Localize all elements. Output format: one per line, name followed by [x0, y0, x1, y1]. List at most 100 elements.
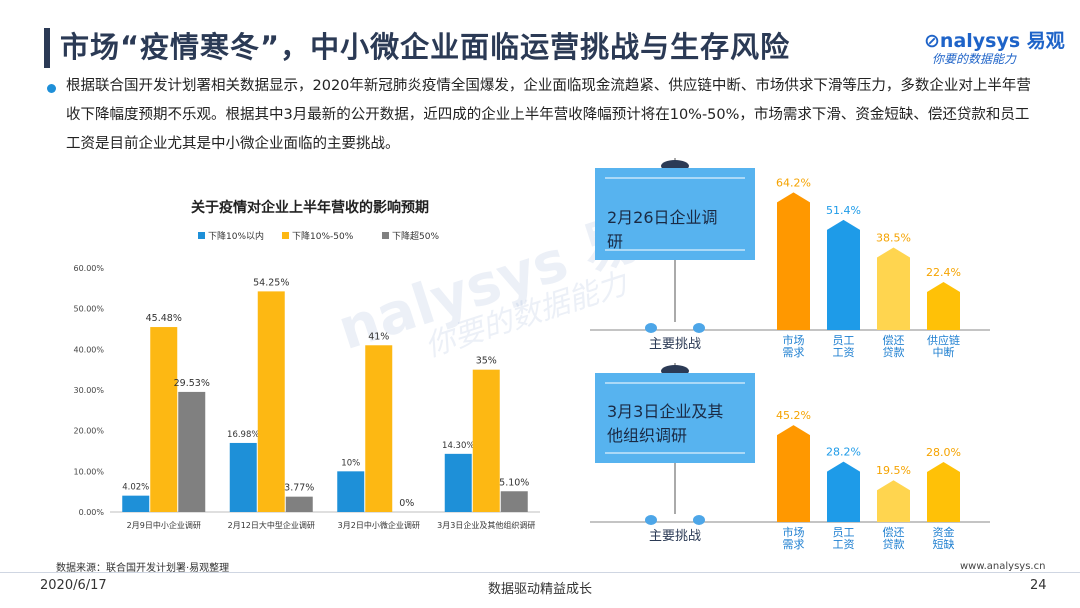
chart-title: 关于疫情对企业上半年营收的影响预期	[191, 199, 429, 216]
challenge-category-1-3: 短缺	[933, 537, 955, 551]
bullet-dot-icon	[47, 84, 56, 93]
challenges-panels: 2月26日企业调研 主要挑战 64.2% 市场 需求 51.4% 员工 工资 38.5% 偿还 贷款…	[560, 150, 1060, 560]
panel-title: 3月3日企业及其他组织调研	[607, 402, 723, 445]
data-label-2-1: 3.77%	[284, 483, 314, 494]
legend-label-1: 下降10%-50%	[292, 230, 354, 242]
challenge-category-0-2: 偿还	[883, 333, 905, 347]
data-label-1-1: 54.25%	[253, 277, 289, 288]
website-url: www.analysys.cn	[960, 561, 1046, 572]
y-tick-label: 50.00%	[73, 305, 104, 314]
challenge-label-0-0: 64.2%	[776, 176, 811, 189]
footer-date: 2020/6/17	[40, 578, 107, 593]
challenge-label-0-2: 38.5%	[876, 232, 911, 245]
y-tick-label: 0.00%	[79, 508, 105, 517]
bar-1-0	[150, 327, 178, 512]
challenge-bar-1-2	[877, 480, 910, 522]
bar-1-1	[257, 291, 285, 512]
logo-brand-prefix: nalysys	[939, 30, 1021, 52]
legend-label-0: 下降10%以内	[208, 230, 264, 242]
x-category-label: 2月9日中小企业调研	[127, 520, 201, 530]
panel-axis-label: 主要挑战	[649, 529, 701, 544]
data-label-1-2: 41%	[368, 331, 389, 342]
challenge-category-0-3: 中断	[933, 345, 955, 359]
footer-slogan: 数据驱动精益成长	[488, 582, 593, 597]
logo-brand-cn: 易观	[1026, 30, 1065, 52]
challenge-category-1-1: 工资	[833, 538, 855, 551]
bar-2-3	[500, 491, 528, 512]
y-tick-label: 60.00%	[73, 264, 104, 273]
challenge-label-1-0: 45.2%	[776, 409, 811, 422]
challenge-category-1-1: 员工	[833, 526, 855, 539]
challenge-category-0-1: 工资	[833, 346, 855, 359]
challenge-label-0-1: 51.4%	[826, 204, 861, 217]
y-tick-label: 10.00%	[73, 467, 104, 476]
challenge-category-1-3: 资金	[933, 525, 955, 539]
data-label-2-0: 29.53%	[174, 378, 210, 389]
data-label-0-2: 10%	[341, 458, 360, 468]
challenge-category-1-0: 需求	[783, 538, 805, 551]
data-label-0-3: 14.30%	[442, 441, 474, 451]
bar-1-2	[365, 345, 393, 512]
panel-axis-label: 主要挑战	[649, 337, 701, 352]
data-source: 数据来源：联合国开发计划署·易观整理	[56, 563, 230, 574]
challenges-panels-svg: 2月26日企业调研主要挑战64.2%市场需求51.4%员工工资38.5%偿还贷款…	[590, 158, 990, 551]
intro-paragraph: 根据联合国开发计划署相关数据显示，2020年新冠肺炎疫情全国爆发，企业面临现金流…	[66, 78, 1031, 152]
y-tick-label: 40.00%	[73, 345, 104, 354]
page-title: 市场“疫情寒冬”，中小微企业面临运营挑战与生存风险	[60, 30, 791, 64]
challenge-category-0-1: 员工	[833, 334, 855, 347]
bar-0-3	[444, 453, 472, 512]
challenge-label-1-3: 28.0%	[926, 446, 961, 459]
panel-dot-left	[645, 515, 657, 525]
data-label-1-3: 35%	[476, 356, 497, 367]
challenge-category-0-3: 供应链	[927, 333, 960, 347]
panel-title: 2月26日企业调研	[607, 208, 718, 251]
y-tick-label: 20.00%	[73, 427, 104, 436]
challenge-category-0-2: 贷款	[883, 345, 905, 359]
challenge-category-0-0: 需求	[783, 346, 805, 359]
bar-0-1	[229, 442, 257, 512]
challenge-bar-0-0	[777, 192, 810, 330]
challenge-bar-0-3	[927, 282, 960, 330]
legend-label-2: 下降超50%	[392, 230, 439, 242]
panel-dot-right	[693, 323, 705, 333]
panel-title-box	[595, 168, 755, 260]
data-label-2-3: 5.10%	[499, 477, 529, 488]
panel-dot-right	[693, 515, 705, 525]
challenge-bar-1-3	[927, 462, 960, 522]
x-category-label: 2月12日大中型企业调研	[228, 520, 315, 530]
x-category-label: 3月3日企业及其他组织调研	[437, 520, 535, 530]
bar-2-1	[285, 496, 313, 512]
challenge-label-0-3: 22.4%	[926, 266, 961, 279]
data-label-2-2: 0%	[399, 498, 414, 509]
challenge-bar-1-0	[777, 425, 810, 522]
x-category-label: 3月2日中小微企业调研	[338, 520, 420, 530]
y-tick-label: 30.00%	[73, 386, 104, 395]
panel-title-box	[595, 373, 755, 463]
bar-1-3	[472, 369, 500, 512]
legend-swatch-1	[282, 232, 289, 239]
panel-dot-left	[645, 323, 657, 333]
logo-o-mark: ⊘	[924, 30, 940, 52]
data-label-1-0: 45.48%	[146, 313, 182, 324]
page-number: 24	[1030, 578, 1047, 593]
bar-0-2	[337, 471, 365, 512]
challenge-label-1-1: 28.2%	[826, 446, 861, 459]
title-accent-bar	[44, 28, 50, 68]
challenge-category-1-0: 市场	[783, 525, 805, 539]
challenge-label-1-2: 19.5%	[876, 464, 911, 477]
challenge-bar-0-2	[877, 247, 910, 330]
legend-swatch-2	[382, 232, 389, 239]
logo-slogan: 你要的数据能力	[932, 52, 1017, 66]
data-label-0-0: 4.02%	[122, 483, 149, 493]
bar-2-0	[178, 391, 206, 512]
challenge-bar-0-1	[827, 219, 860, 330]
challenge-bar-1-1	[827, 461, 860, 522]
challenge-category-0-0: 市场	[783, 333, 805, 347]
revenue-impact-chart: 关于疫情对企业上半年营收的影响预期下降10%以内 下降10%-50% 下降超50% 0…	[40, 186, 550, 546]
data-label-0-1: 16.98%	[227, 430, 259, 440]
challenge-category-1-2: 偿还	[883, 525, 905, 539]
brand-logo: ⊘nalysys 易观 你要的数据能力	[924, 26, 1065, 70]
footer-divider	[0, 572, 1080, 573]
bar-0-0	[122, 495, 150, 512]
